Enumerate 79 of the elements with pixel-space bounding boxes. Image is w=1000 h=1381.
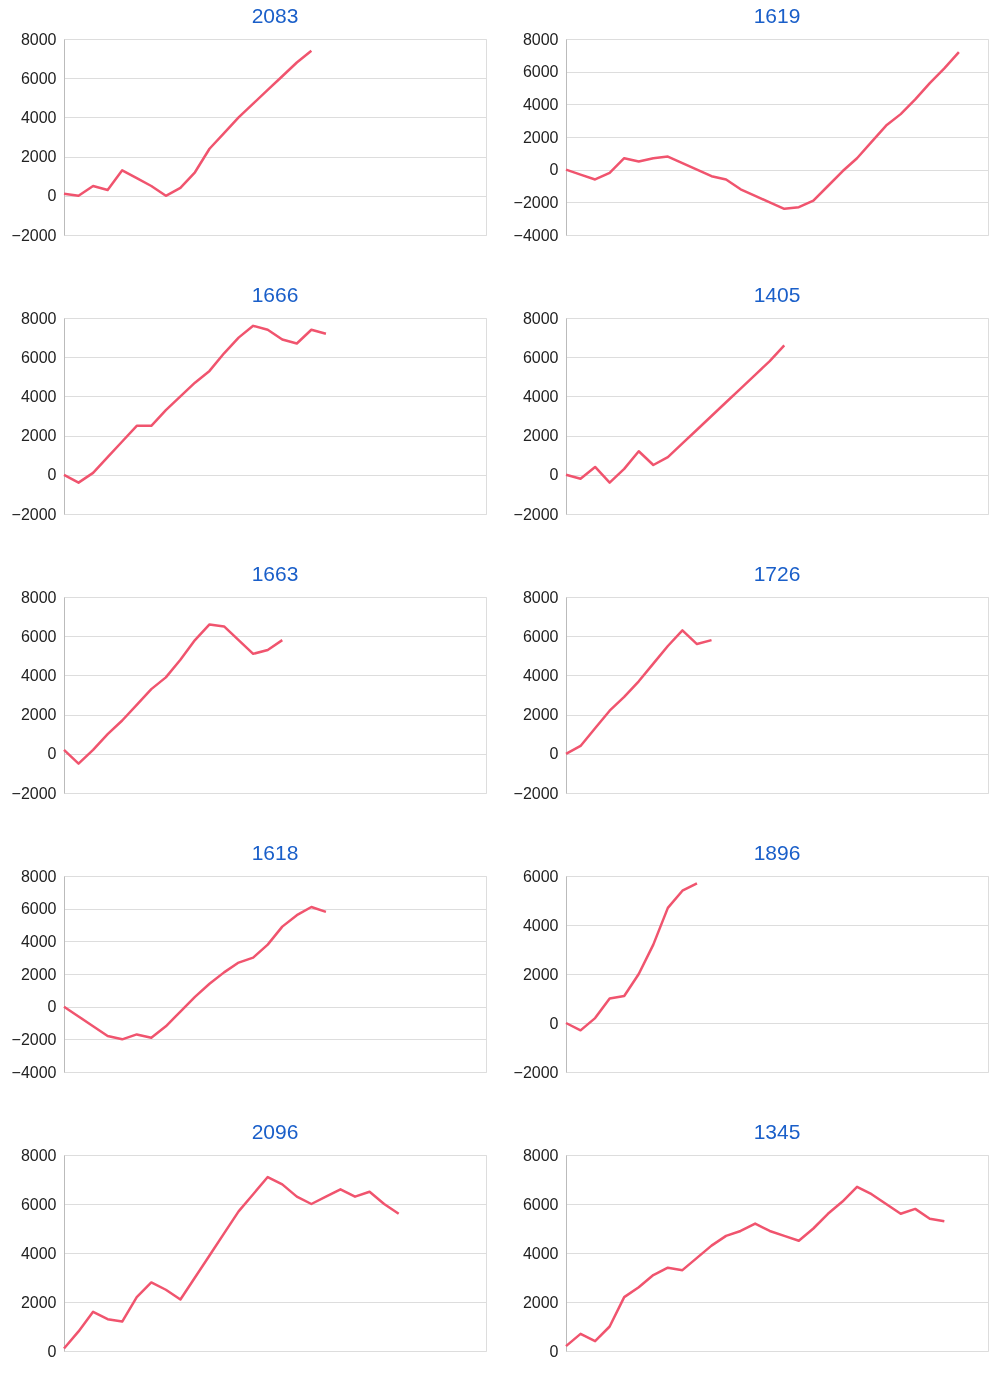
y-tick-label: 8000 bbox=[20, 30, 57, 48]
line-series bbox=[62, 1175, 400, 1350]
y-tick-label: 8000 bbox=[20, 1146, 57, 1164]
y-tick-label: 8000 bbox=[522, 30, 559, 48]
y-tick-label: −4000 bbox=[11, 1063, 57, 1081]
chart-title: 1618 bbox=[251, 841, 299, 864]
line-series bbox=[564, 1185, 946, 1348]
y-tick-label: 4000 bbox=[522, 916, 559, 934]
y-tick-label: 6000 bbox=[20, 348, 57, 366]
y-tick-label: 0 bbox=[549, 466, 559, 484]
chart-title: 1405 bbox=[753, 283, 801, 306]
y-tick-label: 6000 bbox=[20, 627, 57, 645]
y-tick-label: 0 bbox=[549, 745, 559, 763]
line-series bbox=[62, 324, 328, 484]
y-tick-label: 0 bbox=[47, 1342, 57, 1360]
y-tick-label: 2000 bbox=[522, 128, 559, 146]
line-series bbox=[62, 905, 328, 1041]
y-tick-label: 0 bbox=[47, 745, 57, 763]
y-tick-label: 6000 bbox=[522, 1195, 559, 1213]
y-tick-label: 2000 bbox=[522, 427, 559, 445]
y-tick-label: 2000 bbox=[20, 965, 57, 983]
chart-title: 1345 bbox=[753, 1120, 801, 1143]
y-tick-label: 6000 bbox=[522, 867, 559, 885]
y-tick-label: 8000 bbox=[522, 1146, 559, 1164]
y-tick-label: 0 bbox=[47, 998, 57, 1016]
y-tick-label: −2000 bbox=[11, 505, 57, 523]
y-tick-label: −2000 bbox=[513, 193, 559, 211]
y-tick-label: 6000 bbox=[20, 1195, 57, 1213]
y-tick-label: 6000 bbox=[522, 63, 559, 81]
line-series bbox=[564, 629, 713, 756]
line-series bbox=[62, 49, 313, 198]
chart-title: 1619 bbox=[753, 4, 801, 27]
line-series bbox=[564, 50, 961, 211]
y-tick-label: 4000 bbox=[522, 666, 559, 684]
y-tick-label: −2000 bbox=[513, 505, 559, 523]
y-tick-label: 0 bbox=[549, 1014, 559, 1032]
chart-title: 2096 bbox=[251, 1120, 299, 1143]
y-tick-label: 2000 bbox=[522, 706, 559, 724]
line-series bbox=[564, 344, 786, 484]
y-tick-label: 4000 bbox=[20, 387, 57, 405]
y-tick-label: 4000 bbox=[522, 95, 559, 113]
y-tick-label: 6000 bbox=[20, 900, 57, 918]
y-tick-label: −2000 bbox=[513, 1063, 559, 1081]
y-tick-label: 4000 bbox=[522, 1244, 559, 1262]
y-tick-label: 8000 bbox=[20, 867, 57, 885]
y-tick-label: 0 bbox=[549, 161, 559, 179]
y-tick-label: 4000 bbox=[20, 666, 57, 684]
chart-title: 2083 bbox=[251, 4, 299, 27]
y-tick-label: 6000 bbox=[20, 69, 57, 87]
y-tick-label: 2000 bbox=[20, 706, 57, 724]
line-series bbox=[62, 623, 284, 765]
y-tick-label: −2000 bbox=[513, 784, 559, 802]
y-tick-label: −2000 bbox=[11, 226, 57, 244]
y-tick-label: 6000 bbox=[522, 348, 559, 366]
y-tick-label: 8000 bbox=[20, 588, 57, 606]
y-tick-label: 0 bbox=[47, 466, 57, 484]
y-tick-label: 0 bbox=[47, 187, 57, 205]
line-series bbox=[564, 882, 699, 1032]
y-tick-label: −2000 bbox=[11, 1030, 57, 1048]
y-tick-label: 4000 bbox=[20, 108, 57, 126]
chart-title: 1726 bbox=[753, 562, 801, 585]
y-tick-label: −2000 bbox=[11, 784, 57, 802]
y-tick-label: 2000 bbox=[20, 1293, 57, 1311]
y-tick-label: 2000 bbox=[522, 1293, 559, 1311]
y-tick-label: 4000 bbox=[20, 932, 57, 950]
y-tick-label: 0 bbox=[549, 1342, 559, 1360]
y-tick-label: 4000 bbox=[522, 387, 559, 405]
chart-title: 1666 bbox=[251, 283, 299, 306]
y-tick-label: 2000 bbox=[20, 148, 57, 166]
y-tick-label: 2000 bbox=[20, 427, 57, 445]
chart-title: 1663 bbox=[251, 562, 299, 585]
chart-title: 1896 bbox=[753, 841, 801, 864]
y-tick-label: 8000 bbox=[522, 588, 559, 606]
y-tick-label: 6000 bbox=[522, 627, 559, 645]
y-tick-label: 8000 bbox=[20, 309, 57, 327]
y-tick-label: 2000 bbox=[522, 965, 559, 983]
y-tick-label: 4000 bbox=[20, 1244, 57, 1262]
y-tick-label: −4000 bbox=[513, 226, 559, 244]
y-tick-label: 8000 bbox=[522, 309, 559, 327]
